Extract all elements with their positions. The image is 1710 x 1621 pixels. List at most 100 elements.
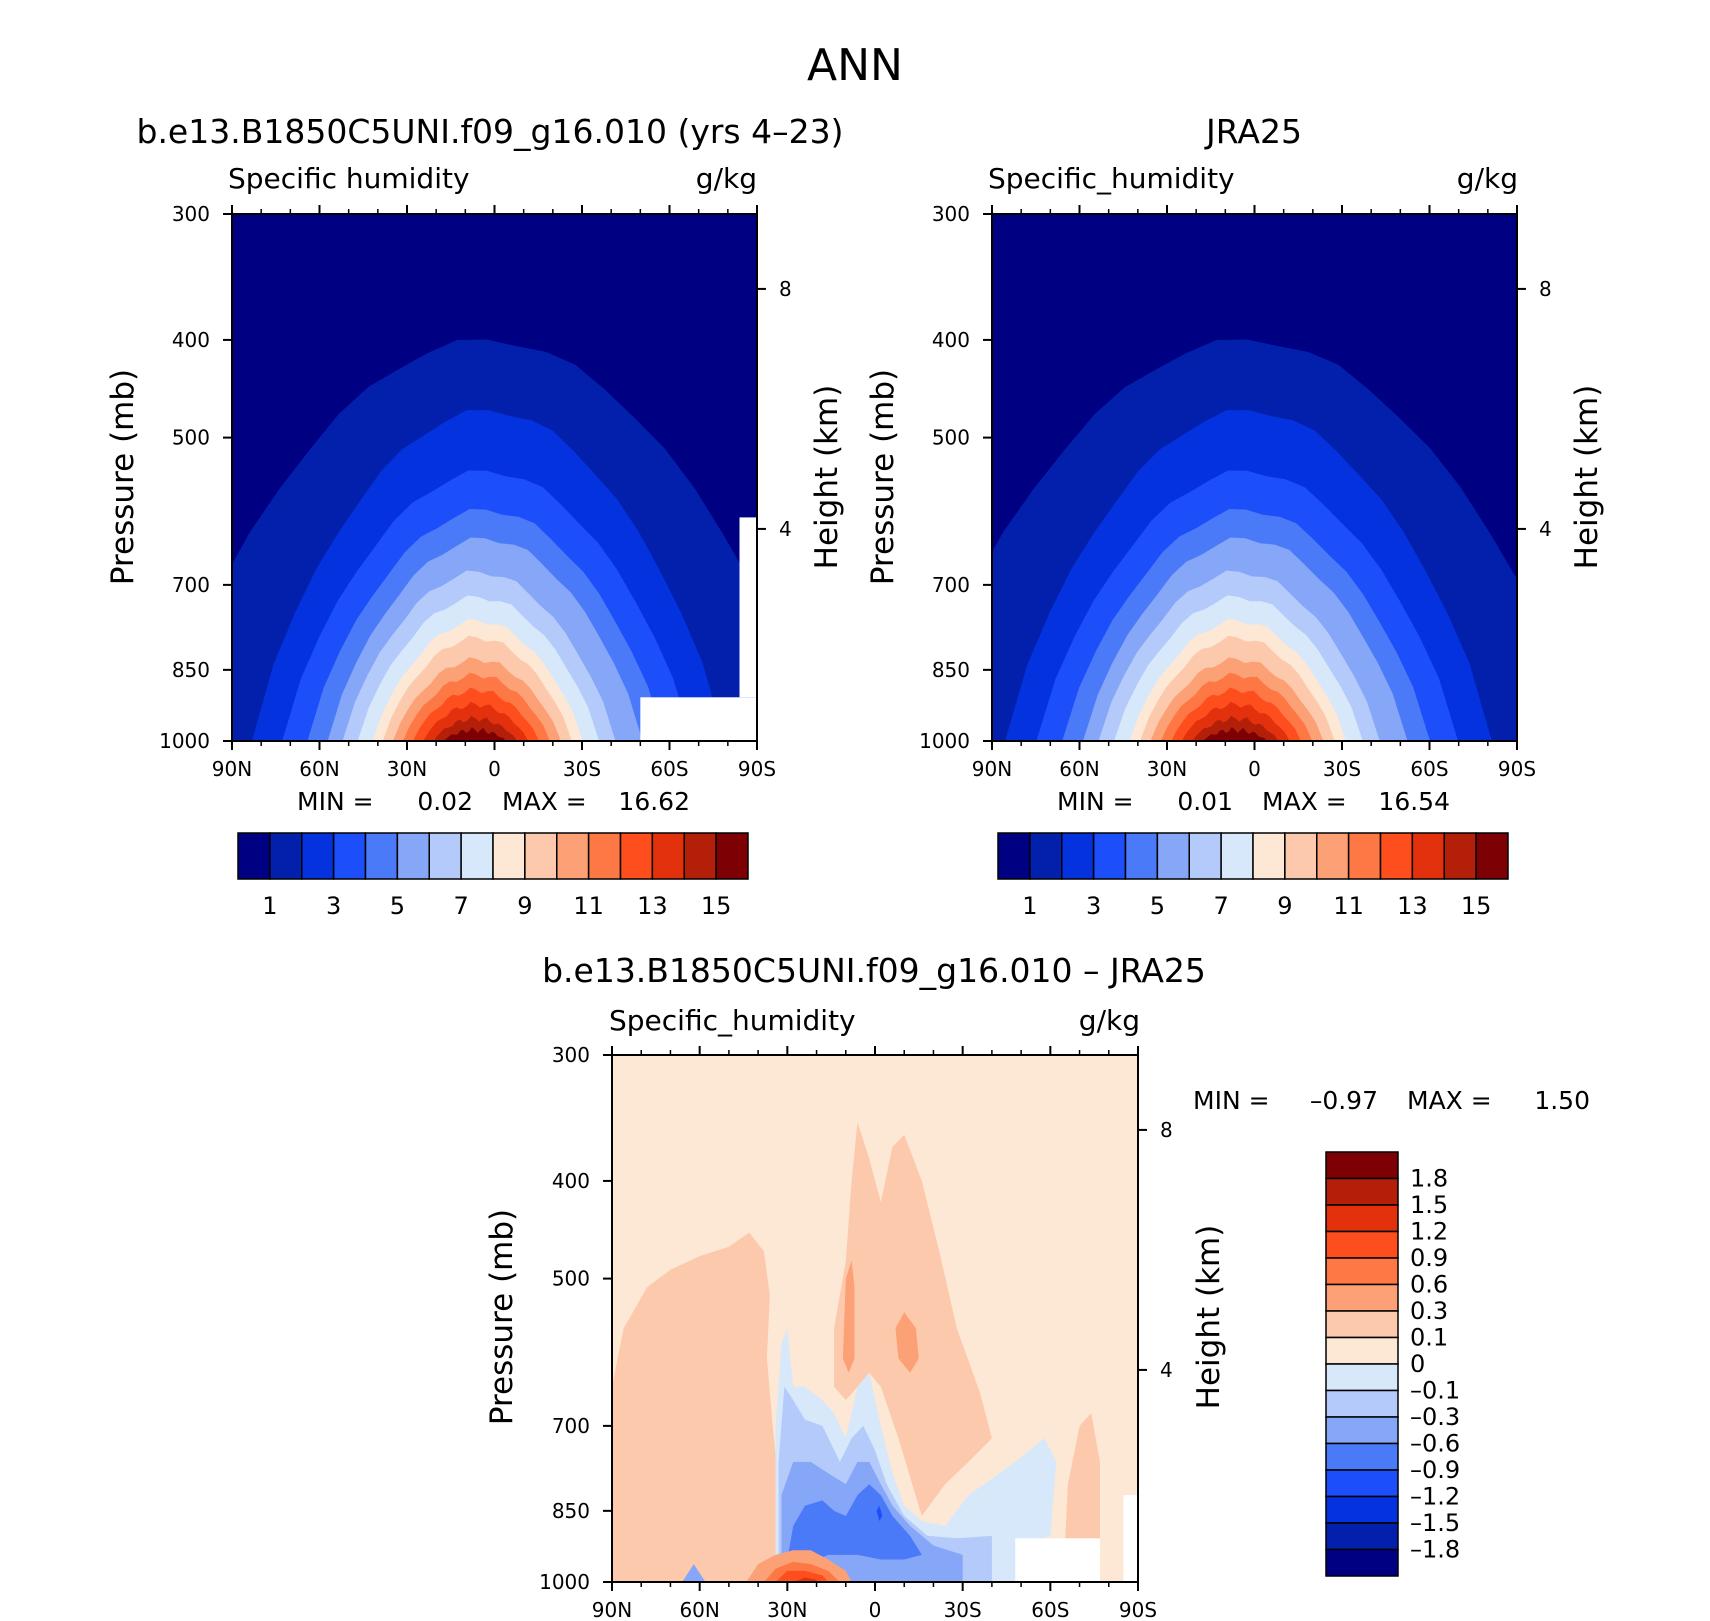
panel-obs-ylabel: Pressure (mb) [865, 369, 901, 585]
panel-model-title: b.e13.B1850C5UNI.f09_g16.010 (yrs 4–23) [137, 112, 844, 151]
x-tick-label: 90N [212, 757, 252, 781]
colorbar-box [1325, 1469, 1399, 1498]
x-tick-label: 30S [1323, 757, 1361, 781]
colorbar-label: 1.8 [1410, 1165, 1448, 1193]
colorbar-label: 11 [1333, 892, 1364, 920]
diff-level-neg-0.9-0.6 [787, 1484, 922, 1565]
x-tick-label: 30S [944, 1598, 982, 1621]
x-tick-label: 0 [869, 1598, 882, 1621]
panel-model-max-label: MAX = [502, 787, 587, 816]
colorbar-box [237, 832, 271, 880]
y2-tick-label: 4 [1160, 1358, 1173, 1382]
colorbar-box [619, 832, 654, 880]
colorbar-box [651, 832, 685, 880]
colorbar-label: –0.9 [1410, 1456, 1460, 1484]
colorbar-label: 3 [326, 892, 341, 920]
x-tick-label: 60N [679, 1598, 719, 1621]
x-tick-label: 0 [488, 757, 501, 781]
y-tick-label: 700 [932, 573, 970, 597]
colorbar-label: 7 [1213, 892, 1228, 920]
y2-tick-label: 4 [1539, 517, 1552, 541]
y-tick-label: 1000 [919, 729, 970, 753]
x-tick-label: 60S [1410, 757, 1448, 781]
x-tick-label: 90S [1498, 757, 1536, 781]
panel-diff-ylabel: Pressure (mb) [484, 1209, 520, 1425]
colorbar-box [1325, 1230, 1399, 1259]
panel-model-y2label: Height (km) [809, 385, 845, 570]
diff-level-0.1-0.3-north [612, 1232, 817, 1582]
colorbar-box [1061, 832, 1095, 880]
panel-obs-min-value: 0.01 [1177, 787, 1233, 816]
panel-obs-units: g/kg [1457, 162, 1518, 195]
colorbar-box [301, 832, 335, 880]
colorbar-label: 0 [1410, 1350, 1425, 1378]
panel-obs-colorbar: 1 3 5 7 9 11 13 15 [997, 832, 1509, 920]
colorbar-label: 3 [1086, 892, 1101, 920]
y2-tick-label: 8 [1539, 277, 1552, 301]
colorbar-label: 15 [701, 892, 732, 920]
colorbar-label: 0.1 [1410, 1324, 1448, 1352]
colorbar-box [396, 832, 430, 880]
x-tick-label: 60S [1031, 1598, 1069, 1621]
y-tick-label: 1000 [159, 729, 210, 753]
y-tick-label: 400 [932, 328, 970, 352]
diff-level-neg-1.2-0.9 [876, 1505, 883, 1521]
panel-obs-max-value: 16.54 [1378, 787, 1450, 816]
colorbar-label: 9 [517, 892, 532, 920]
panel-model-min-label: MIN = [297, 787, 374, 816]
colorbar-label: 9 [1277, 892, 1292, 920]
x-tick-label: 60S [650, 757, 688, 781]
colorbar-box [1284, 832, 1318, 880]
colorbar-label: –1.5 [1410, 1509, 1460, 1537]
x-tick-label: 90N [972, 757, 1012, 781]
colorbar-box [1325, 1336, 1399, 1365]
y-tick-label: 500 [932, 426, 970, 450]
colorbar-box [1325, 1495, 1399, 1524]
panel-diff-axes: 90N 60N 30N 0 30S 60S 90S 300 400 500 700 850 1000 8 4 [539, 1043, 1173, 1621]
contour-layers [232, 214, 757, 741]
colorbar-box [1156, 832, 1190, 880]
colorbar-box [1325, 1177, 1399, 1206]
y2-tick-label: 8 [1160, 1118, 1173, 1142]
y-tick-label: 300 [552, 1043, 590, 1067]
panel-obs: JRA25 Specific_humidity g/kg 90N 60N 30N 0 3… [865, 112, 1605, 920]
colorbar-label: 1 [262, 892, 277, 920]
colorbar-box [556, 832, 590, 880]
colorbar-box [1325, 1363, 1399, 1392]
panel-diff-plot [612, 1055, 1138, 1582]
y-tick-label: 850 [932, 658, 970, 682]
panel-obs-title: JRA25 [1204, 112, 1302, 151]
x-tick-label: 60N [1059, 757, 1099, 781]
colorbar-label: 5 [1150, 892, 1165, 920]
colorbar-label: 1.5 [1410, 1191, 1448, 1219]
colorbar-label: 1 [1022, 892, 1037, 920]
panel-diff-title: b.e13.B1850C5UNI.f09_g16.010 – JRA25 [542, 951, 1206, 990]
x-tick-label: 30N [767, 1598, 807, 1621]
y-tick-label: 700 [552, 1414, 590, 1438]
panel-model: b.e13.B1850C5UNI.f09_g16.010 (yrs 4–23) … [105, 112, 845, 920]
panel-obs-plot [992, 214, 1517, 741]
diff-level-1.2-1.5-surface [793, 1577, 817, 1582]
panel-obs-axes: 90N 60N 30N 0 30S 60S 90S 300 400 500 700 850 1000 8 4 [919, 202, 1552, 781]
colorbar-box [428, 832, 462, 880]
colorbar-box [1029, 832, 1063, 880]
colorbar-label: 0.9 [1410, 1244, 1448, 1272]
colorbar-box [1325, 1442, 1399, 1471]
panel-model-variable: Specific humidity [228, 162, 470, 195]
diff-level-0.3-0.6-a [842, 1260, 855, 1373]
colorbar-label: –1.2 [1410, 1483, 1460, 1511]
panel-model-plot [232, 214, 757, 741]
colorbar-label: –0.6 [1410, 1430, 1460, 1458]
x-tick-label: 30N [387, 757, 427, 781]
colorbar-label: 0.6 [1410, 1271, 1448, 1299]
x-tick-label: 0 [1248, 757, 1261, 781]
panel-diff-y2label: Height (km) [1191, 1225, 1227, 1410]
panel-diff-variable: Specific_humidity [609, 1004, 856, 1037]
colorbar-box [1325, 1548, 1399, 1577]
masked-region-edge [739, 517, 757, 698]
colorbar-box [364, 832, 399, 880]
colorbar-label: –1.8 [1410, 1536, 1460, 1564]
masked-region [1015, 1538, 1101, 1582]
colorbar-box [683, 832, 717, 880]
